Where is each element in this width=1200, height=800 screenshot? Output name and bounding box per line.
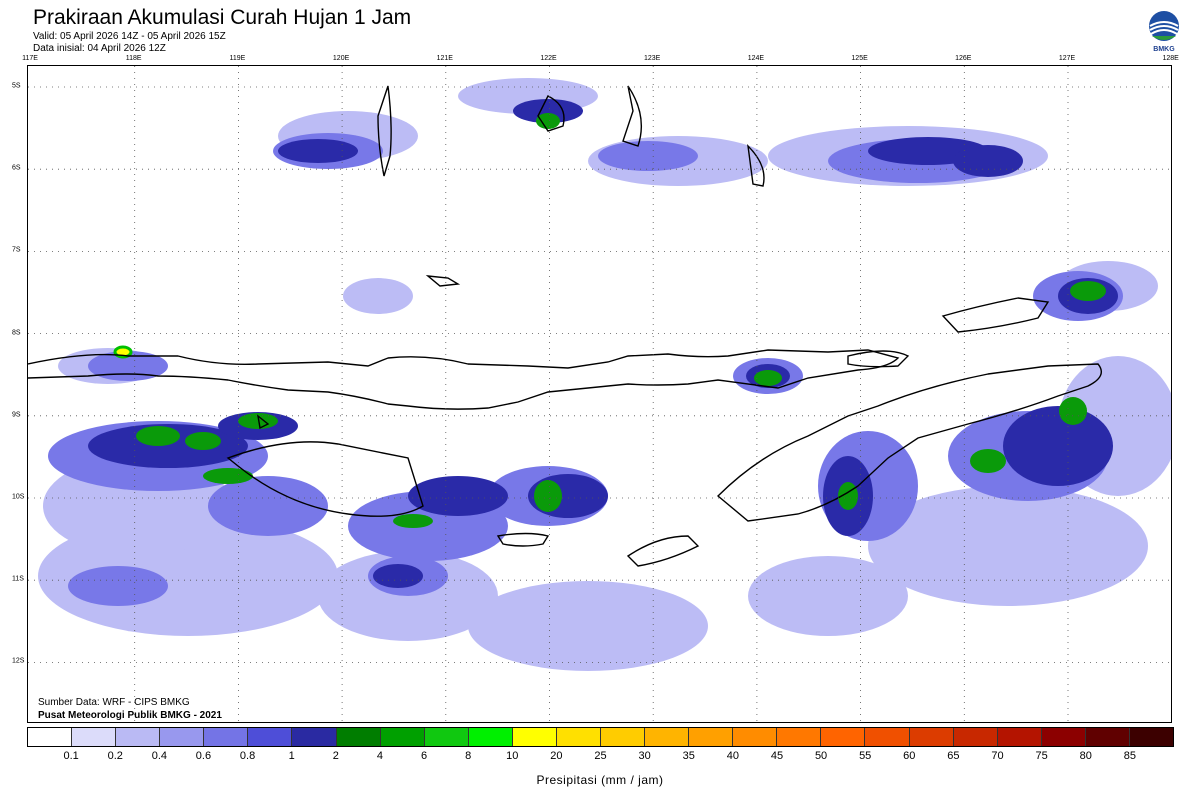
colorbar-tick: 55 [859, 750, 872, 762]
lat-label: 7S [12, 246, 21, 254]
lon-label: 123E [644, 55, 661, 62]
colorbar-tick: 0.8 [239, 750, 256, 762]
colorbar-cell [292, 728, 337, 746]
colorbar-tick: 60 [903, 750, 916, 762]
colorbar-cell [160, 728, 205, 746]
colorbar-cell [1129, 728, 1174, 746]
map-title: Prakiraan Akumulasi Curah Hujan 1 Jam [33, 6, 412, 29]
colorbar-cell [733, 728, 778, 746]
colorbar-cell [556, 728, 602, 746]
lat-label: 8S [12, 329, 21, 337]
colorbar-tick: 2 [332, 750, 339, 762]
colorbar-tick: 45 [770, 750, 784, 762]
colorbar-tick: 70 [991, 750, 1004, 762]
colorbar-tick: 25 [594, 750, 607, 762]
lon-label: 120E [332, 55, 350, 62]
lon-label: 118E [125, 55, 142, 62]
colorbar-cell [821, 728, 866, 746]
colorbar-cell [424, 728, 469, 746]
rainfall-map [27, 65, 1172, 723]
data-source-credit: Sumber Data: WRF - CIPS BMKG [38, 697, 190, 708]
lon-label: 126E [955, 55, 972, 62]
precipitation-colorbar [27, 727, 1174, 747]
logo-text: BMKG [1153, 46, 1175, 53]
colorbar-cell [248, 728, 293, 746]
colorbar-tick: 8 [465, 750, 472, 762]
lat-label: 11S [12, 575, 24, 583]
colorbar-tick: 50 [814, 750, 828, 762]
colorbar-tick: 65 [947, 750, 960, 762]
lon-label: 127E [1058, 55, 1076, 62]
lat-label: 9S [12, 411, 21, 419]
valid-period: Valid: 05 April 2026 14Z - 05 April 2026… [33, 31, 226, 42]
lon-label: 125E [851, 55, 868, 62]
colorbar-tick: 85 [1123, 750, 1136, 762]
lat-label: 5S [12, 82, 21, 90]
colorbar-cell [777, 728, 822, 746]
colorbar-title: Presipitasi (mm / jam) [536, 773, 664, 787]
colorbar-cell [645, 728, 690, 746]
lat-label: 12S [12, 657, 25, 665]
bmkg-logo-icon [1149, 11, 1179, 41]
colorbar-tick: 4 [376, 750, 383, 762]
colorbar-tick: 35 [682, 750, 695, 762]
colorbar-cell [116, 728, 161, 746]
lon-label: 128E [1162, 55, 1179, 62]
colorbar-tick: 80 [1079, 750, 1092, 762]
colorbar-tick: 0.6 [195, 750, 212, 762]
organization-credit: Pusat Meteorologi Publik BMKG - 2021 [38, 710, 222, 721]
colorbar-cell [336, 728, 381, 746]
lon-label: 124E [747, 55, 765, 62]
lat-label: 6S [12, 164, 21, 172]
colorbar-tick: 20 [550, 750, 563, 762]
graticule-grid [28, 66, 1171, 722]
colorbar-cell [865, 728, 910, 746]
lat-label: 10S [12, 493, 25, 501]
colorbar-cell [512, 728, 557, 746]
initial-data: Data inisial: 04 April 2026 12Z [33, 43, 166, 54]
colorbar-tick: 75 [1035, 750, 1048, 762]
colorbar-tick: 30 [638, 750, 651, 762]
colorbar-tick: 6 [420, 750, 428, 762]
rainfall-blobs-green [136, 113, 1106, 528]
colorbar-cell [1041, 728, 1086, 746]
lon-label: 121E [436, 55, 453, 62]
lon-label: 117E [22, 55, 38, 62]
colorbar-cell [909, 728, 954, 746]
colorbar-cell [28, 728, 73, 746]
colorbar-tick: 0.1 [63, 750, 79, 762]
colorbar-tick: 0.2 [107, 750, 123, 762]
lon-label: 122E [540, 55, 557, 62]
colorbar-cell [1085, 728, 1130, 746]
coastlines [28, 85, 1102, 567]
colorbar-cell [997, 728, 1042, 746]
colorbar-tick: 1 [288, 750, 295, 762]
colorbar-cell [468, 728, 513, 746]
colorbar-tick: 10 [506, 750, 519, 762]
colorbar-cell [601, 728, 646, 746]
colorbar-tick: 40 [726, 750, 739, 762]
colorbar-cell [689, 728, 734, 746]
colorbar-cell [72, 728, 117, 746]
lon-label: 119E [229, 55, 246, 62]
colorbar-cell [204, 728, 249, 746]
colorbar-cell [953, 728, 998, 746]
colorbar-tick: 0.4 [151, 750, 167, 762]
colorbar-cell [380, 728, 425, 746]
